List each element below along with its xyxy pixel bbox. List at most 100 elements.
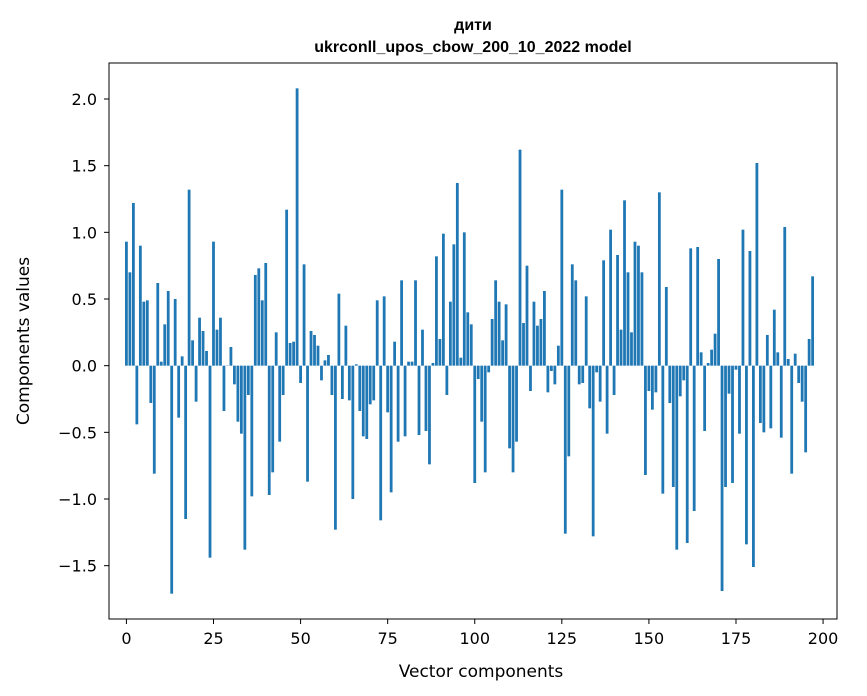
bar-component-28 (222, 365, 226, 411)
bar-component-73 (379, 365, 383, 521)
bar-component-150 (647, 365, 651, 391)
bar-component-130 (577, 365, 581, 385)
bar-component-167 (706, 363, 710, 366)
bar-component-21 (198, 317, 201, 366)
bar-component-126 (563, 365, 567, 534)
plot-frame (108, 62, 838, 620)
bar-component-108 (501, 340, 504, 366)
bar-component-145 (630, 332, 633, 366)
bar-component-78 (396, 365, 400, 442)
bar-component-104 (487, 365, 491, 373)
bar-component-176 (738, 365, 741, 434)
bar-component-16 (180, 356, 184, 366)
bar-component-31 (233, 365, 236, 385)
bar-component-110 (508, 365, 511, 449)
bar-component-2 (131, 203, 135, 366)
bar-component-95 (455, 183, 459, 366)
bar-component-96 (459, 357, 463, 366)
bar-component-147 (637, 245, 640, 366)
bar-component-93 (448, 301, 452, 366)
bar-component-68 (361, 365, 365, 437)
bar-component-5 (142, 301, 146, 366)
bar-component-40 (264, 263, 268, 366)
bar-component-163 (692, 365, 696, 511)
bar-component-101 (476, 365, 480, 379)
bar-component-98 (466, 312, 470, 366)
bar-component-168 (710, 349, 713, 366)
bar-component-105 (490, 319, 494, 366)
bar-component-35 (246, 365, 250, 395)
chart-title: дити (454, 17, 492, 34)
x-axis-label: Vector components (399, 662, 564, 682)
bar-component-172 (724, 365, 727, 487)
bar-component-63 (344, 325, 348, 366)
bar-component-22 (201, 331, 205, 366)
bar-component-54 (313, 335, 316, 366)
bar-component-61 (337, 293, 341, 366)
bar-component-69 (365, 365, 369, 439)
y-tick-label: −0.5 (58, 423, 97, 442)
bar-component-1 (128, 272, 132, 366)
x-tick-label: 150 (634, 629, 665, 648)
bar-component-192 (793, 353, 797, 366)
bar-component-131 (581, 365, 585, 383)
bar-component-82 (410, 361, 414, 366)
y-tick-label: 1.0 (72, 223, 97, 242)
x-tick-label: 50 (290, 629, 310, 648)
bar-component-87 (428, 365, 431, 465)
bar-component-7 (149, 365, 153, 403)
bar-component-148 (640, 272, 644, 366)
bar-component-77 (393, 341, 397, 366)
bar-component-50 (299, 365, 302, 383)
bar-component-180 (752, 365, 755, 567)
bar-component-156 (668, 365, 672, 403)
bar-component-181 (755, 163, 759, 366)
bar-component-138 (605, 365, 609, 434)
bar-component-140 (612, 365, 616, 395)
bar-component-0 (125, 241, 128, 366)
bar-component-117 (532, 301, 536, 366)
bar-component-86 (424, 365, 428, 431)
bar-component-184 (765, 335, 769, 366)
bar-component-10 (159, 361, 163, 366)
bar-component-18 (187, 189, 191, 366)
bar-component-132 (584, 296, 588, 366)
bar-component-32 (236, 365, 240, 422)
bar-component-190 (786, 359, 790, 366)
bar-component-91 (442, 233, 445, 366)
bar-component-42 (271, 365, 275, 473)
bar-component-19 (191, 340, 194, 366)
bar-component-65 (351, 365, 355, 499)
bar-component-88 (431, 363, 435, 366)
bar-component-9 (156, 283, 160, 366)
x-tick-label: 175 (721, 629, 752, 648)
y-axis-ticks: −1.5 −1.0 −0.5 0.0 0.5 1.0 1.5 2.0 (58, 90, 109, 576)
x-tick-label: 200 (808, 629, 839, 648)
bar-component-123 (553, 365, 557, 385)
bar-component-89 (435, 256, 438, 366)
bar-component-97 (462, 232, 466, 366)
bar-component-43 (274, 332, 278, 366)
bar-component-71 (372, 365, 376, 401)
bar-component-70 (368, 365, 372, 405)
bar-component-178 (745, 365, 748, 545)
y-tick-label: 0.0 (72, 357, 97, 376)
bar-component-84 (417, 365, 421, 435)
bar-component-46 (285, 209, 289, 366)
bar-component-44 (278, 365, 282, 442)
bar-component-125 (560, 189, 564, 366)
bar-component-165 (699, 352, 703, 366)
bar-component-33 (239, 365, 243, 434)
bar-component-53 (309, 331, 313, 366)
bar-component-143 (623, 200, 626, 366)
bar-component-194 (800, 365, 804, 402)
bar-component-72 (375, 300, 379, 366)
bar-component-75 (386, 365, 390, 413)
bar-component-57 (323, 360, 327, 366)
bar-component-51 (302, 264, 306, 366)
bars-group (125, 88, 815, 594)
bar-component-103 (483, 365, 487, 473)
bar-component-160 (682, 365, 686, 381)
bar-component-23 (205, 351, 208, 366)
